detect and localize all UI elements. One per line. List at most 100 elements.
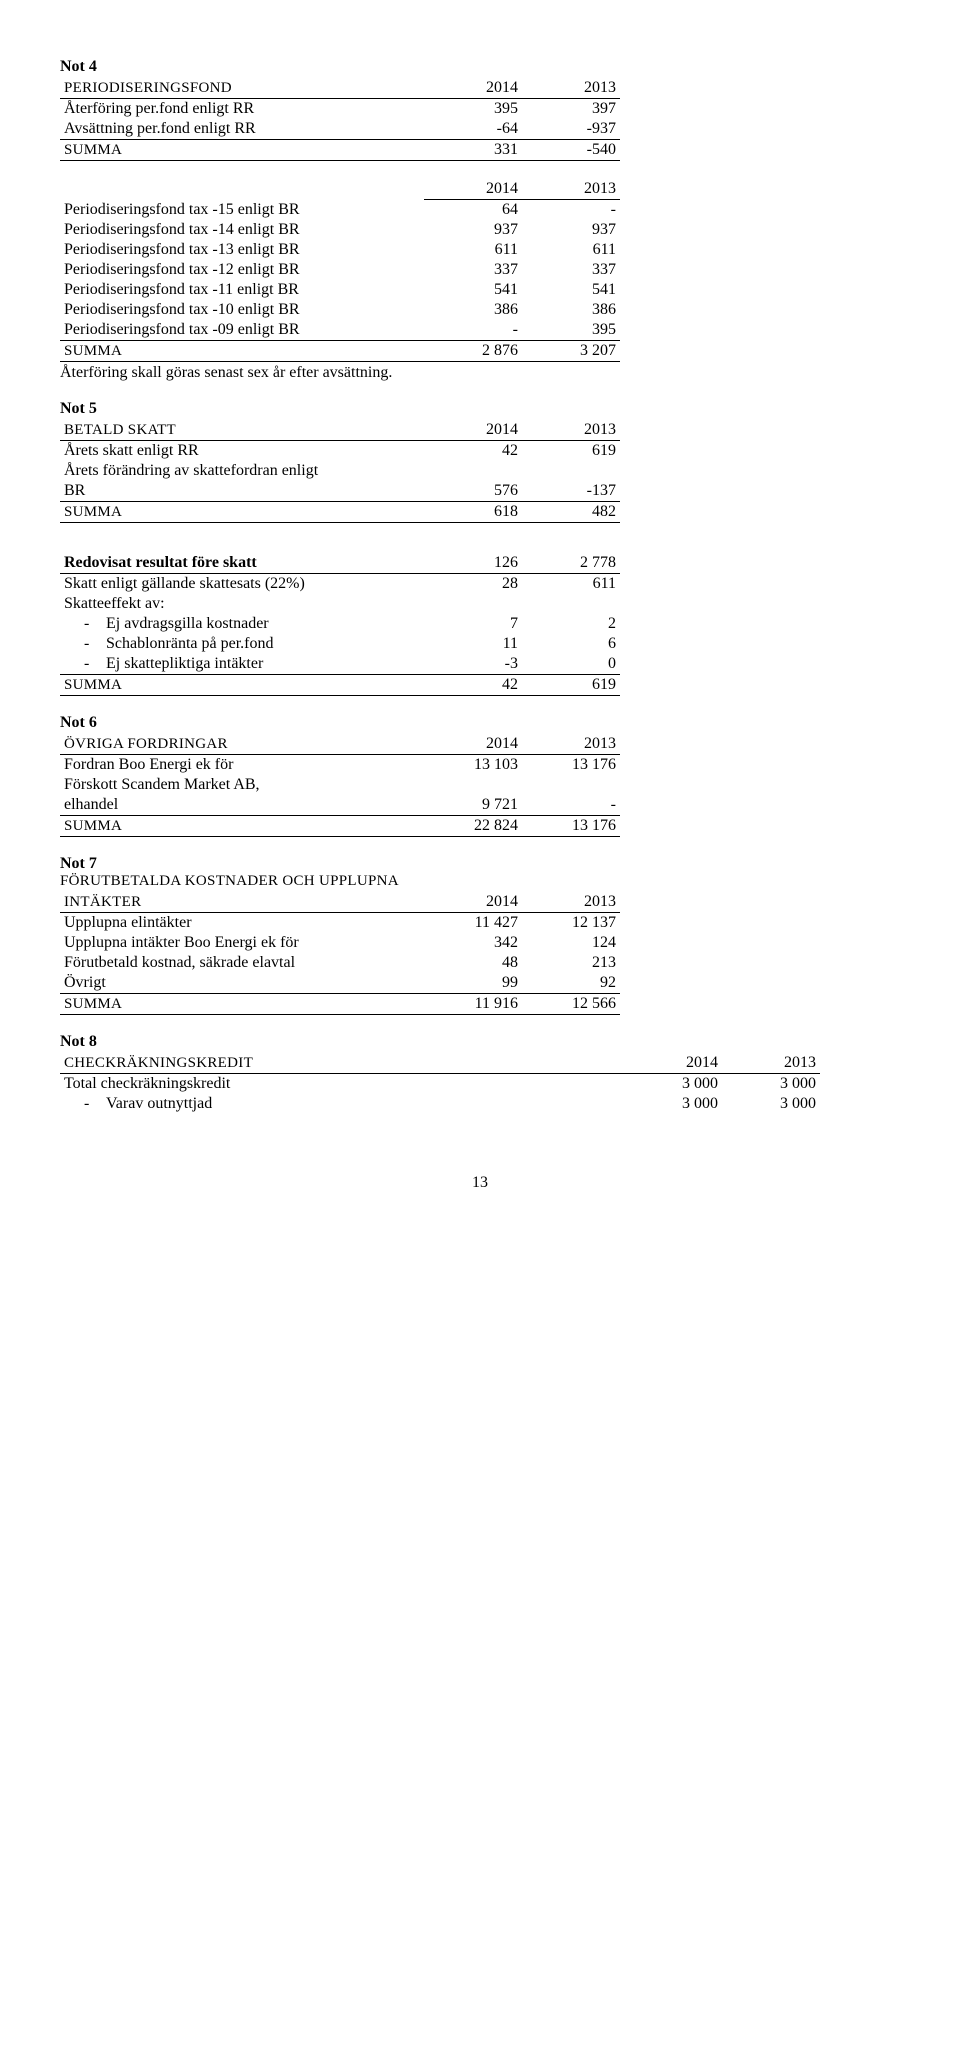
- row-label-a: Årets förändring av skattefordran enligt: [60, 461, 424, 481]
- row-label: Övrigt: [60, 973, 424, 994]
- not7-header-a: FÖRUTBETALDA KOSTNADER OCH UPPLUPNA: [60, 873, 900, 890]
- cell: 342: [424, 933, 522, 953]
- row-label: Skatt enligt gällande skattesats (22%): [60, 574, 424, 595]
- not5-table: BETALD SKATT 2014 2013 Årets skatt enlig…: [60, 420, 620, 523]
- cell: 92: [522, 973, 620, 994]
- bullet: -: [84, 635, 98, 653]
- sum-label: SUMMA: [60, 816, 424, 837]
- row-label: Periodiseringsfond tax -14 enligt BR: [60, 220, 424, 240]
- cell: 937: [522, 220, 620, 240]
- row-label-a: Förskott Scandem Market AB,: [60, 775, 424, 795]
- sum-label: SUMMA: [60, 341, 424, 362]
- row-label-b: elhandel: [60, 795, 424, 816]
- not4b-table: 2014 2013 Periodiseringsfond tax -15 enl…: [60, 179, 620, 362]
- row-label: Periodiseringsfond tax -12 enligt BR: [60, 260, 424, 280]
- cell: 395: [522, 320, 620, 341]
- sum-cell: 3 207: [522, 341, 620, 362]
- row-label: Total checkräkningskredit: [60, 1074, 624, 1095]
- bullet-row: - Varav outnyttjad: [60, 1094, 624, 1114]
- year-2013: 2013: [522, 892, 620, 913]
- cell: 28: [424, 574, 522, 595]
- year-2013: 2013: [722, 1053, 820, 1074]
- cell: -: [522, 200, 620, 221]
- cell: 337: [424, 260, 522, 280]
- blank: [60, 179, 424, 200]
- year-2014: 2014: [424, 179, 522, 200]
- not6-title: Not 6: [60, 714, 900, 732]
- bullet-row: - Ej skattepliktiga intäkter: [60, 654, 424, 675]
- row-label: Förutbetald kostnad, säkrade elavtal: [60, 953, 424, 973]
- cell: 337: [522, 260, 620, 280]
- sum-label: SUMMA: [60, 502, 424, 523]
- blank: [522, 594, 620, 614]
- not5-title: Not 5: [60, 400, 900, 418]
- sum-cell: 331: [424, 140, 522, 161]
- cell: 9 721: [424, 795, 522, 816]
- sum-cell: 618: [424, 502, 522, 523]
- cell: 6: [522, 634, 620, 654]
- row-label: Periodiseringsfond tax -09 enligt BR: [60, 320, 424, 341]
- cell: 2 778: [522, 553, 620, 574]
- cell: 541: [522, 280, 620, 300]
- not4a-table: PERIODISERINGSFOND 2014 2013 Återföring …: [60, 78, 620, 161]
- row-label: Skatteeffekt av:: [60, 594, 424, 614]
- bold-row-label: Redovisat resultat före skatt: [60, 553, 424, 574]
- cell: 611: [522, 240, 620, 260]
- sum-cell: 619: [522, 675, 620, 696]
- cell: 3 000: [722, 1074, 820, 1095]
- bullet: -: [84, 655, 98, 673]
- row-label: Fordran Boo Energi ek för: [60, 755, 424, 776]
- not6-header: ÖVRIGA FORDRINGAR: [60, 734, 424, 755]
- cell: -137: [522, 481, 620, 502]
- cell: 386: [424, 300, 522, 320]
- not7-table: INTÄKTER 2014 2013 Upplupna elintäkter11…: [60, 892, 620, 1015]
- cell: 99: [424, 973, 522, 994]
- bullet-row: - Ej avdragsgilla kostnader: [60, 614, 424, 634]
- cell: 13 176: [522, 755, 620, 776]
- cell: -: [424, 320, 522, 341]
- sum-cell: 42: [424, 675, 522, 696]
- blank: [424, 461, 522, 481]
- cell: 213: [522, 953, 620, 973]
- row-label: Upplupna intäkter Boo Energi ek för: [60, 933, 424, 953]
- cell: 611: [522, 574, 620, 595]
- sum-cell: 11 916: [424, 994, 522, 1015]
- sum-cell: 12 566: [522, 994, 620, 1015]
- cell: 64: [424, 200, 522, 221]
- sum-label: SUMMA: [60, 140, 424, 161]
- row-label: Återföring per.fond enligt RR: [60, 99, 424, 120]
- not5-header: BETALD SKATT: [60, 420, 424, 441]
- row-label: Periodiseringsfond tax -15 enligt BR: [60, 200, 424, 221]
- not7-title: Not 7: [60, 855, 900, 873]
- sum-cell: 22 824: [424, 816, 522, 837]
- cell: 12 137: [522, 913, 620, 934]
- not8-header: CHECKRÄKNINGSKREDIT: [60, 1053, 624, 1074]
- cell: 126: [424, 553, 522, 574]
- row-label: Periodiseringsfond tax -10 enligt BR: [60, 300, 424, 320]
- cell: -937: [522, 119, 620, 140]
- year-2014: 2014: [424, 734, 522, 755]
- bullet: -: [84, 1095, 98, 1113]
- year-2013: 2013: [522, 420, 620, 441]
- not4-title: Not 4: [60, 58, 900, 76]
- not8-title: Not 8: [60, 1033, 900, 1051]
- row-label-b: BR: [60, 481, 424, 502]
- cell: 576: [424, 481, 522, 502]
- row-label: Ej avdragsgilla kostnader: [106, 615, 269, 632]
- cell: 13 103: [424, 755, 522, 776]
- cell: 611: [424, 240, 522, 260]
- row-label: Varav outnyttjad: [106, 1095, 212, 1112]
- cell: -3: [424, 654, 522, 675]
- blank: [424, 594, 522, 614]
- row-label: Årets skatt enligt RR: [60, 441, 424, 462]
- cell: -64: [424, 119, 522, 140]
- blank: [424, 775, 522, 795]
- year-2013: 2013: [522, 78, 620, 99]
- not4a-header: PERIODISERINGSFOND: [60, 78, 424, 99]
- blank: [522, 461, 620, 481]
- year-2014: 2014: [424, 420, 522, 441]
- not5-analysis-table: Redovisat resultat före skatt 126 2 778 …: [60, 553, 620, 696]
- blank: [522, 775, 620, 795]
- year-2014: 2014: [424, 78, 522, 99]
- cell: 2: [522, 614, 620, 634]
